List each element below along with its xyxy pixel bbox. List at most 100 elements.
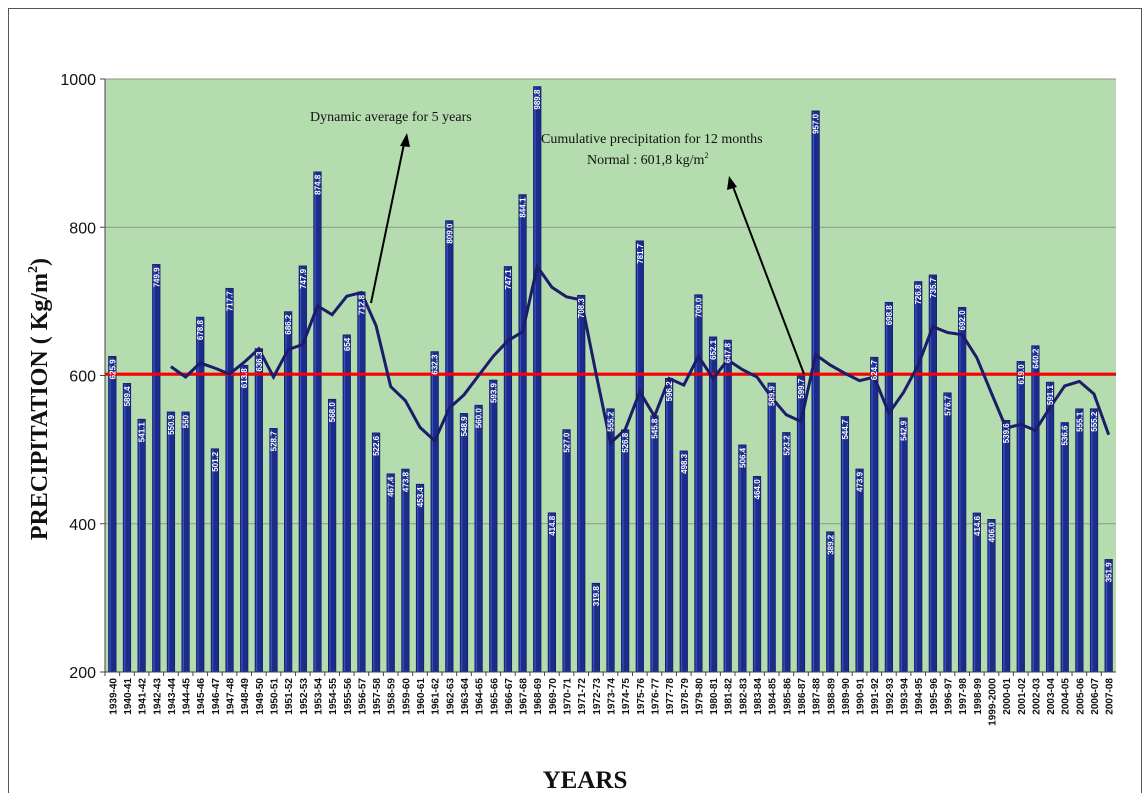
- x-tick-label: 1983-84: [753, 678, 764, 715]
- x-tick-label: 1978-79: [680, 678, 691, 715]
- bar-value-label: 591.1: [1046, 385, 1055, 406]
- bar-highlight: [1061, 423, 1064, 671]
- bar-highlight: [475, 406, 478, 671]
- x-tick-label: 1990-91: [856, 678, 867, 715]
- bar-value-label: 501.2: [211, 451, 220, 472]
- x-tick-label: 1960-61: [416, 678, 427, 715]
- bar-value-label: 844.1: [519, 197, 528, 218]
- x-tick-label: 1991-92: [870, 678, 881, 715]
- bar-value-label: 464.0: [753, 479, 762, 500]
- bar-value-label: 555.2: [607, 411, 616, 432]
- x-tick-label: 1986-87: [797, 678, 808, 715]
- bar-highlight: [241, 366, 243, 671]
- bar-highlight: [1105, 560, 1108, 671]
- x-tick-label: 1974-75: [621, 678, 632, 715]
- moving-average-line: [170, 262, 1111, 446]
- bar-value-label: 809.0: [445, 223, 454, 244]
- bar-highlight: [754, 477, 756, 671]
- bar-highlight: [636, 241, 639, 671]
- y-tick-label: 400: [69, 517, 96, 534]
- bar-value-label: 686.2: [284, 314, 293, 335]
- bar-highlight: [1047, 383, 1049, 671]
- bar-value-label: 989.8: [533, 89, 542, 110]
- bar-value-label: 414.8: [548, 515, 557, 536]
- y-tick-label: 600: [69, 369, 96, 386]
- x-tick-label: 1997-98: [958, 678, 969, 715]
- x-tick-label: 2000-01: [1002, 678, 1013, 715]
- x-tick-label: 1967-68: [519, 678, 530, 715]
- bar-value-label: 599.7: [797, 378, 806, 399]
- bar-value-label: 473.8: [401, 472, 410, 493]
- bar-value-label: 506.4: [738, 447, 747, 468]
- bar-highlight: [446, 221, 448, 672]
- bar-highlight: [1091, 409, 1093, 671]
- bar-value-label: 708.3: [577, 298, 586, 319]
- bar-highlight: [622, 430, 624, 671]
- bar-value-label: 568.0: [328, 402, 337, 423]
- x-tick-label: 1965-66: [489, 678, 500, 715]
- x-axis-label: YEARS: [543, 767, 628, 794]
- bar-value-label: 692.0: [958, 310, 967, 331]
- annotation-dynamic-arrowhead: [400, 133, 410, 147]
- x-tick-label: 1989-90: [841, 678, 852, 715]
- bar-value-label: 498.3: [680, 453, 689, 474]
- bar-value-label: 726.8: [914, 284, 923, 305]
- bar-highlight: [680, 451, 683, 671]
- bar-value-label: 522.6: [372, 435, 381, 456]
- x-tick-label: 1985-86: [782, 678, 793, 715]
- bar-value-label: 545.8: [650, 418, 659, 439]
- annotation-dynamic-text: Dynamic average for 5 years: [310, 110, 472, 125]
- bar-highlight: [944, 393, 946, 671]
- x-tick-label: 1973-74: [607, 678, 618, 715]
- bar-value-label: 544.7: [841, 419, 850, 440]
- bar-highlight: [431, 352, 434, 671]
- x-tick-label: 1956-57: [357, 678, 368, 715]
- bar-value-label: 473.9: [856, 471, 865, 492]
- x-tick-label: 1963-64: [460, 678, 471, 715]
- x-tick-label: 1992-93: [885, 678, 896, 715]
- bar-highlight: [695, 295, 697, 671]
- bar-value-label: 319.8: [592, 586, 601, 607]
- bar-value-label: 619.0: [1017, 364, 1026, 385]
- annotation-normal-text: Normal : 601,8 kg/m2: [587, 151, 708, 168]
- y-tick-label: 200: [69, 665, 96, 682]
- bar-highlight: [827, 532, 829, 671]
- annotation-cumulative-text: Cumulative precipitation for 12 months: [541, 132, 763, 147]
- x-tick-label: 1982-83: [738, 678, 749, 715]
- precipitation-chart: 625.9 589.4 541.1 749.9 550.9 550 678.8 501.2 71…: [26, 72, 1116, 794]
- bar-value-label: 523.2: [782, 435, 791, 456]
- bar-highlight: [358, 292, 360, 671]
- bar-highlight: [182, 412, 184, 671]
- bar-highlight: [417, 485, 419, 671]
- bar-highlight: [710, 337, 712, 671]
- x-tick-label: 1959-60: [401, 678, 412, 715]
- bar-highlight: [930, 275, 932, 671]
- x-tick-label: 1979-80: [694, 678, 705, 715]
- bar-highlight: [519, 195, 521, 671]
- bar-highlight: [768, 383, 771, 671]
- bar-highlight: [329, 400, 331, 671]
- x-tick-label: 2006-07: [1090, 678, 1101, 715]
- x-tick-label: 2004-05: [1061, 678, 1072, 715]
- bar-highlight: [593, 584, 595, 671]
- bar-value-label: 467.4: [387, 476, 396, 497]
- bar-highlight: [124, 384, 126, 671]
- x-tick-label: 1943-44: [167, 678, 178, 715]
- bar-value-label: 698.8: [885, 305, 894, 326]
- x-tick-label: 1970-71: [563, 678, 574, 715]
- bar-value-label: 414.6: [973, 515, 982, 536]
- x-tick-label: 1995-96: [929, 678, 940, 715]
- x-tick-label: 1940-41: [123, 678, 134, 715]
- bar-value-label: 550: [182, 414, 191, 428]
- bar-value-label: 678.8: [196, 320, 205, 341]
- bar-highlight: [739, 445, 741, 671]
- bar-value-label: 550.9: [167, 414, 176, 435]
- x-tick-label: 1999-2000: [987, 678, 998, 726]
- bar-value-label: 536.6: [1061, 425, 1070, 446]
- chart-frame: 625.9 589.4 541.1 749.9 550.9 550 678.8 501.2 71…: [8, 8, 1142, 794]
- x-tick-label: 1944-45: [182, 678, 193, 715]
- x-tick-label: 1984-85: [768, 678, 779, 715]
- bar-value-label: 576.7: [944, 395, 953, 416]
- bar-highlight: [285, 312, 287, 671]
- bar-highlight: [651, 416, 653, 671]
